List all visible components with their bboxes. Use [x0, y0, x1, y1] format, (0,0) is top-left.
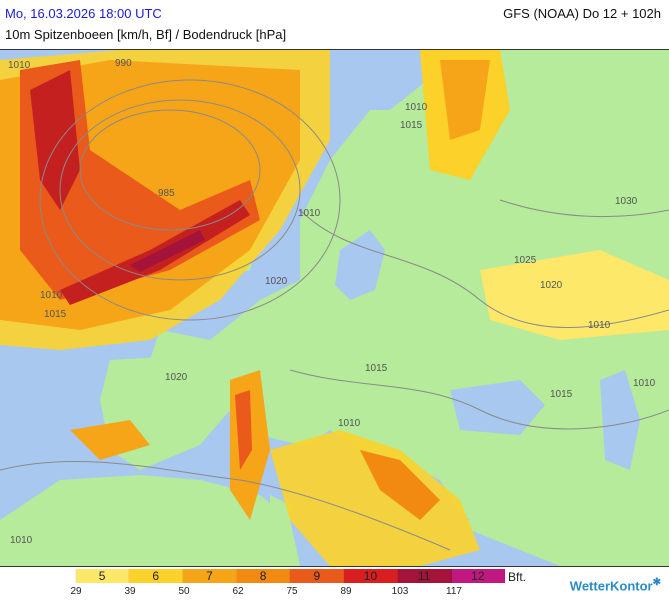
- isobar-label: 1010: [633, 378, 656, 389]
- legend-tick: 62: [232, 586, 244, 597]
- land-europe: [150, 50, 669, 566]
- legend-cell: 8: [236, 569, 291, 583]
- gust-field-italy-strong: [235, 390, 252, 470]
- legend-tick: 103: [391, 586, 409, 597]
- legend-cell: 12: [451, 569, 506, 583]
- isobar-label: 1020: [165, 372, 188, 383]
- forecast-date: Mo, 16.03.2026 18:00 UTC: [5, 6, 162, 21]
- map-subtitle: 10m Spitzenboeen [km/h, Bf] / Bodendruck…: [5, 27, 287, 42]
- legend-cell: 11: [397, 569, 452, 583]
- isobar-label: 1020: [265, 276, 288, 287]
- gust-field-adriatic: [360, 450, 440, 520]
- isobar-label: 1015: [365, 363, 388, 374]
- isobar-label: 990: [115, 58, 132, 69]
- isobar-label: 1010: [298, 208, 321, 219]
- gust-legend: 5 6 7 8 9 10 11 12: [22, 569, 506, 583]
- legend-tick: 50: [178, 586, 190, 597]
- black-sea: [450, 380, 545, 435]
- isobar-label: 985: [158, 188, 175, 199]
- weather-map: 1010 990 985 1010 1015 1010 1030 1020 10…: [0, 49, 669, 567]
- isobar-lines: [0, 79, 669, 551]
- legend-cell: 7: [183, 569, 237, 583]
- isobar-label: 1010: [588, 320, 611, 331]
- legend-tick: 29: [70, 586, 82, 597]
- isobar-label: 1010: [10, 535, 33, 546]
- isobar-label: 1010: [405, 102, 428, 113]
- land-scandinavia: [300, 110, 420, 260]
- gust-field-atlantic-storm: [30, 70, 80, 210]
- isobar-label: 1025: [514, 255, 537, 266]
- map-canvas: [0, 50, 669, 566]
- gust-field-norway-mid: [440, 60, 490, 140]
- isobar-label: 1010: [338, 418, 361, 429]
- legend-tick: 75: [286, 586, 298, 597]
- land-africa: [0, 475, 300, 566]
- gust-band-core: [130, 230, 205, 272]
- gust-field-mediterranean: [270, 430, 480, 566]
- baltic-sea: [335, 230, 385, 300]
- legend-unit: Bft.: [508, 570, 527, 584]
- gust-field-spain-coast: [70, 420, 150, 460]
- legend-cell: [22, 569, 76, 583]
- isobar-label: 1010: [40, 290, 63, 301]
- isobar-label: 1015: [44, 309, 67, 320]
- legend-tick: 89: [340, 586, 352, 597]
- isobar-label: 1015: [400, 120, 423, 131]
- gust-field-east: [480, 250, 669, 340]
- wetterkontor-logo[interactable]: WetterKontor✱: [569, 577, 661, 594]
- legend-cell: 6: [129, 569, 184, 583]
- isobar-label: 1030: [615, 196, 638, 207]
- legend-cell: 10: [344, 569, 398, 583]
- isobar-label: 1020: [540, 280, 563, 291]
- isobar-label: 1010: [8, 60, 31, 71]
- legend-tick: 117: [446, 586, 462, 597]
- model-run: GFS (NOAA) Do 12 + 102h: [503, 6, 661, 21]
- legend-cell: 5: [75, 569, 130, 583]
- legend-cell: 9: [290, 569, 345, 583]
- caspian-sea: [600, 370, 640, 470]
- logo-star-icon: ✱: [652, 577, 661, 588]
- isobar-label: 1015: [550, 389, 573, 400]
- legend-tick: 39: [124, 586, 136, 597]
